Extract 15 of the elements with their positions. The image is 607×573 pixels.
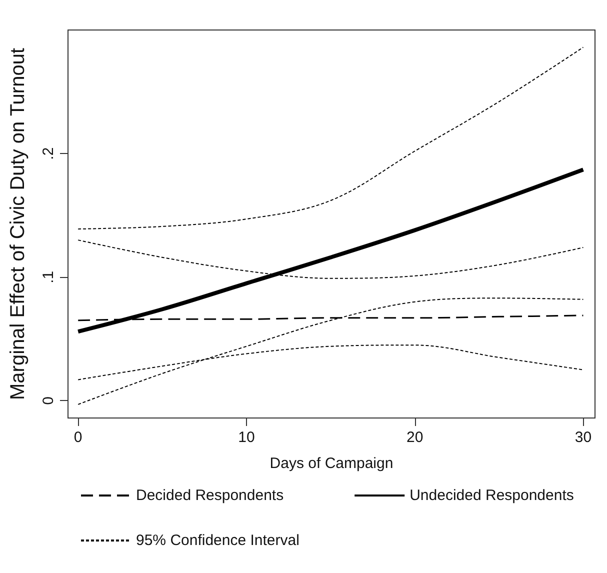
line-series [78,298,584,405]
x-tick-label: 20 [406,429,424,446]
legend-label: 95% Confidence Interval [136,532,300,549]
legend-label: Undecided Respondents [410,487,574,504]
x-tick-label: 0 [74,429,82,446]
y-tick-label: .1 [40,270,57,284]
x-axis-title: Days of Campaign [270,455,394,472]
line-series [78,46,584,230]
legend-label: Decided Respondents [136,487,284,504]
y-tick-label: 0 [40,396,57,405]
x-tick-label: 30 [574,429,592,446]
y-axis-title: Marginal Effect of Civic Duty on Turnout [7,48,29,400]
x-tick-label: 10 [238,429,255,446]
line-series [76,168,586,334]
y-tick-label: .2 [40,147,57,160]
